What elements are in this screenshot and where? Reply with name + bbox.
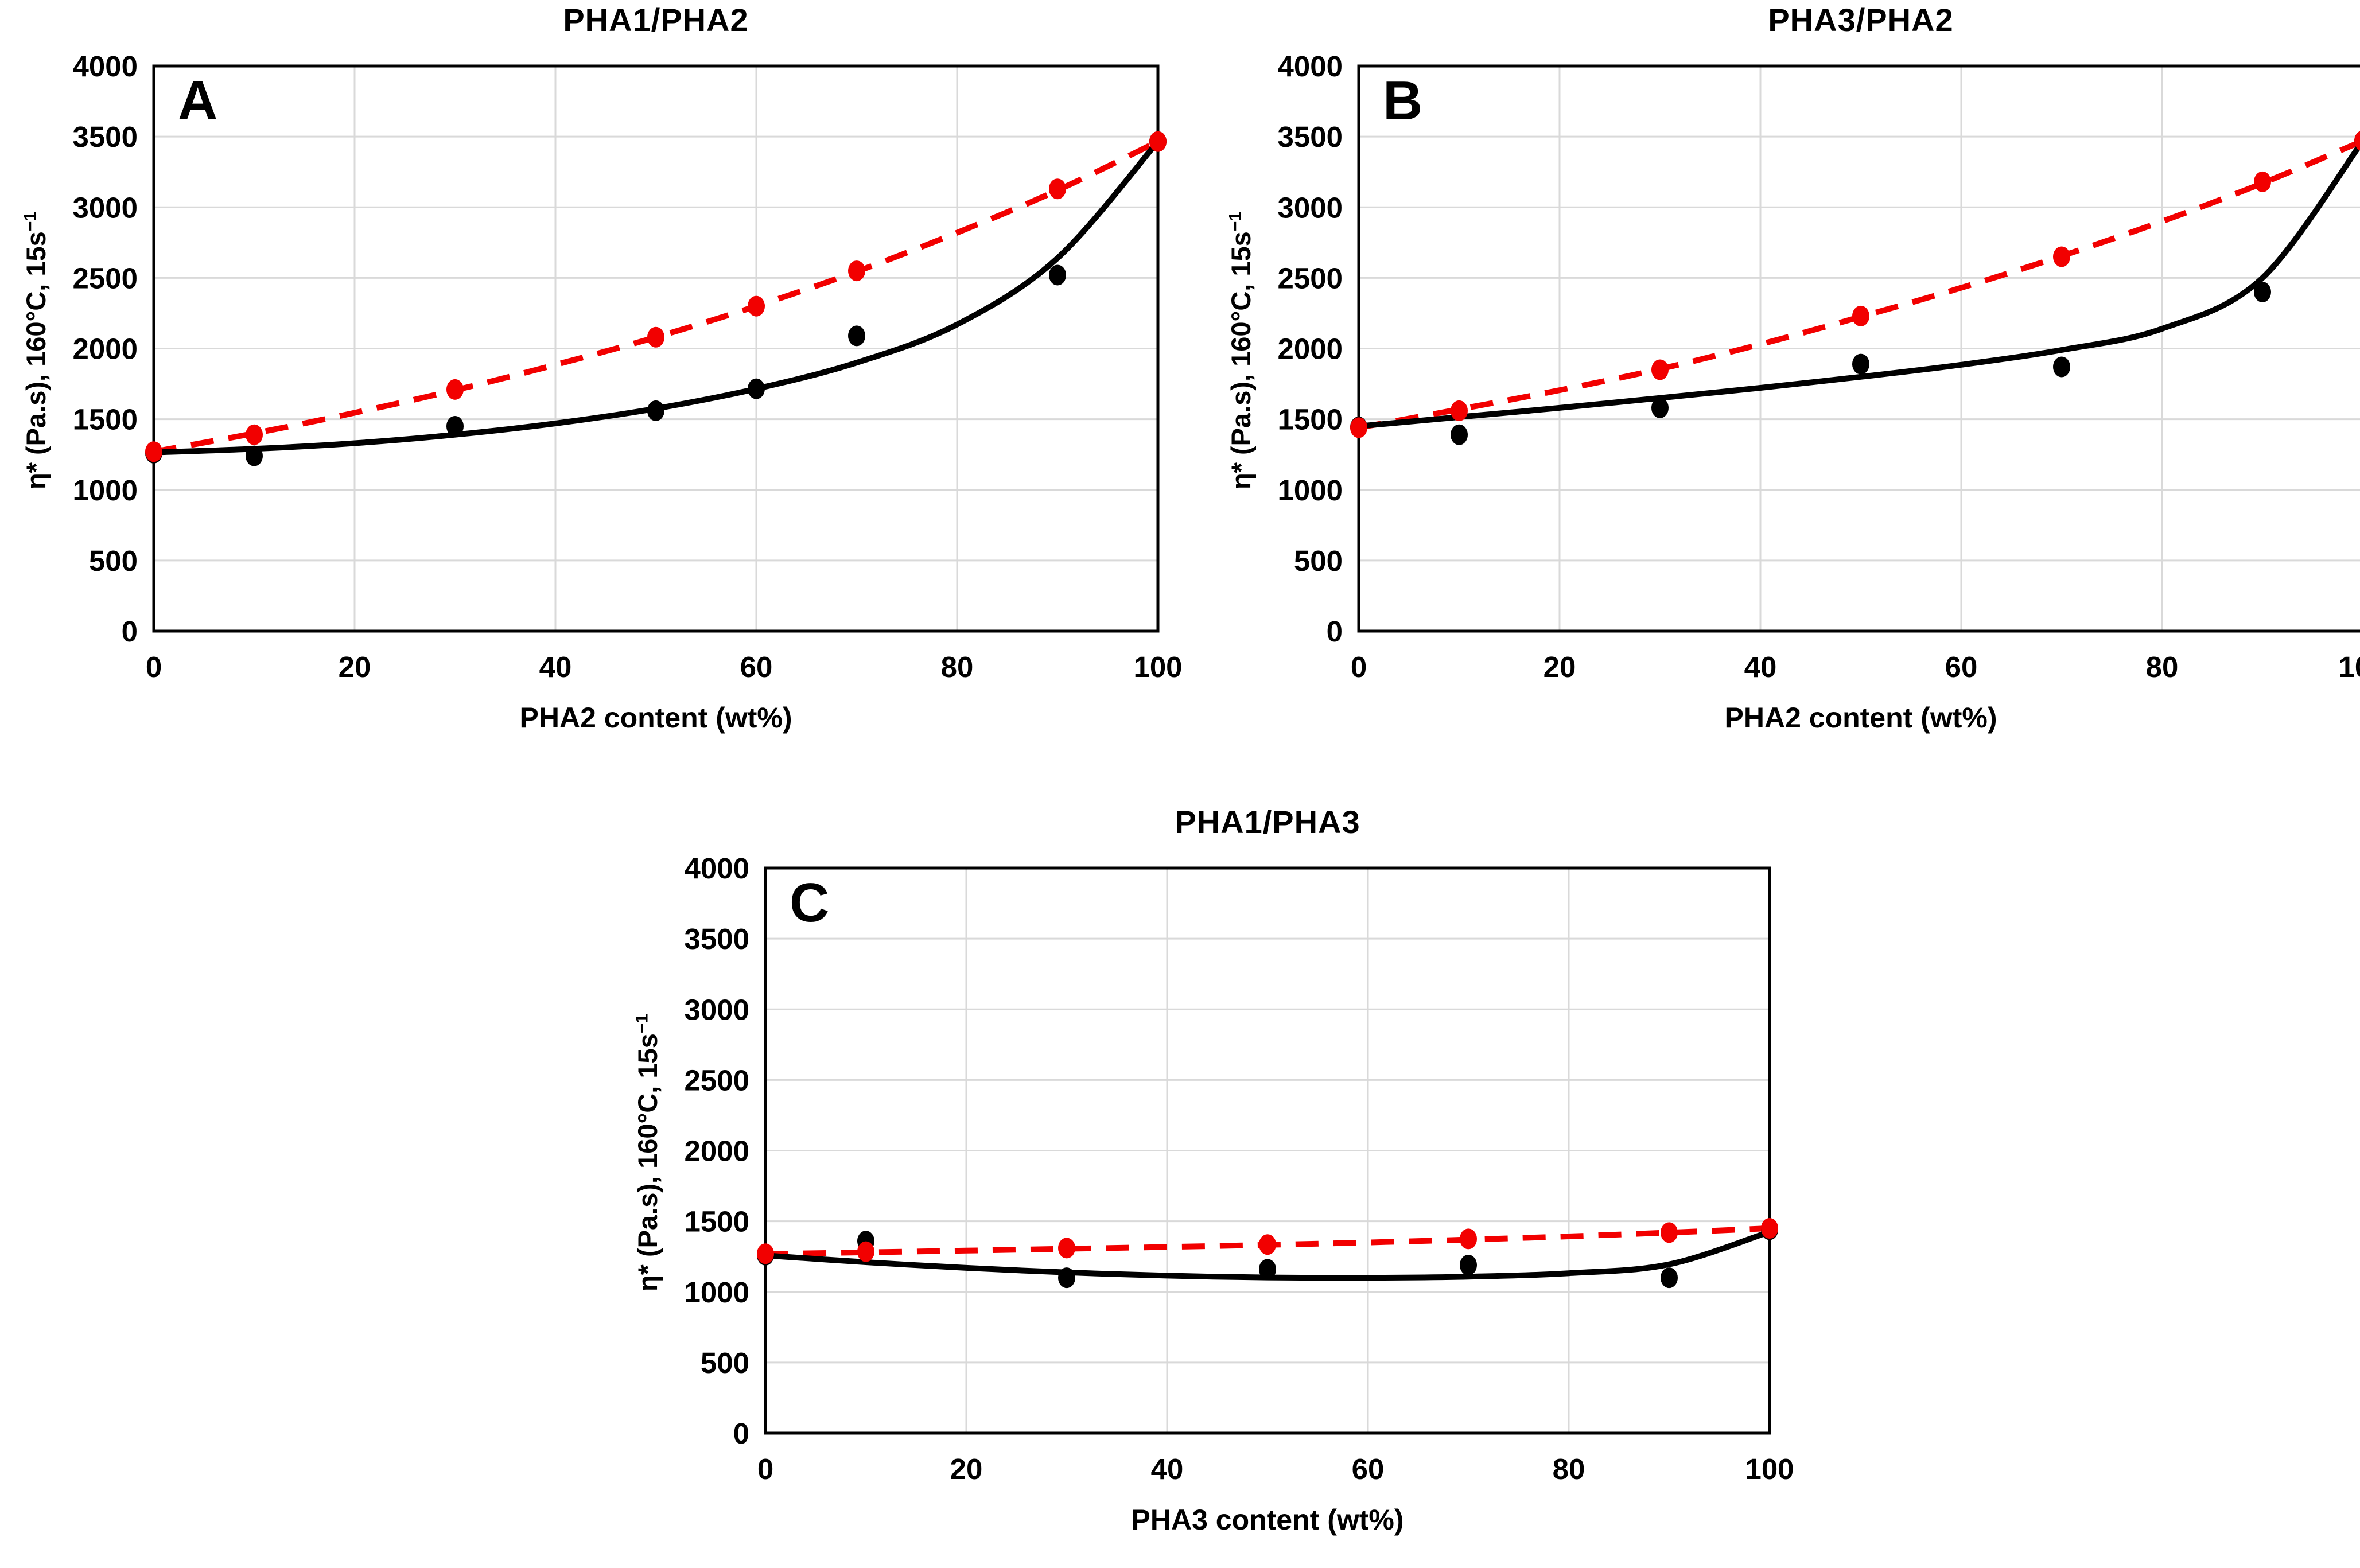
- y-tick-label: 1000: [685, 1276, 749, 1309]
- x-tick-label: 0: [757, 1453, 773, 1485]
- y-tick-label: 1500: [685, 1205, 749, 1238]
- y-tick-label: 500: [701, 1347, 749, 1379]
- y-tick-label: 4000: [73, 50, 138, 83]
- x-tick-label: 40: [1744, 651, 1777, 683]
- x-tick-label: 60: [740, 651, 773, 683]
- y-tick-label: 1000: [73, 474, 138, 507]
- y-tick-label: 2500: [1278, 262, 1343, 294]
- y-tick-label: 4000: [685, 852, 749, 885]
- y-tick-label: 3500: [1278, 120, 1343, 153]
- y-tick-label: 500: [89, 544, 138, 577]
- chart-panel-a: PHA1/PHA2 η* (Pa.s), 160°C, 15s−1 0 500 10…: [21, 0, 1187, 766]
- y-tick-label: 0: [1327, 615, 1343, 648]
- y-tick-label: 1500: [73, 403, 138, 436]
- x-tick-label: 80: [2146, 651, 2179, 683]
- x-tick-label: 20: [1543, 651, 1576, 683]
- y-tick-label: 3500: [685, 923, 749, 955]
- y-tick-label: 3000: [1278, 191, 1343, 224]
- chart-title: PHA3/PHA2: [1768, 2, 1954, 38]
- x-tick-label: 20: [950, 1453, 983, 1485]
- x-tick-label: 0: [1351, 651, 1367, 683]
- y-tick-label: 1500: [1278, 403, 1343, 436]
- plot-area: 0 500 1000 1500 2000 2500 3000 3500 4000 0 20 40 60 8…: [685, 852, 1794, 1485]
- x-tick-label: 40: [1151, 1453, 1184, 1485]
- x-tick-label: 0: [146, 651, 162, 683]
- x-tick-label: 100: [2338, 651, 2360, 683]
- y-tick-label: 3000: [73, 191, 138, 224]
- y-tick-label: 3500: [73, 120, 138, 153]
- x-axis-title: PHA2 content (wt%): [1724, 702, 1997, 734]
- x-tick-label: 20: [339, 651, 371, 683]
- plot-area: 0 500 1000 1500 2000 2500 3000 3500 4000 0 20 40 60 8…: [73, 50, 1183, 683]
- x-tick-label: 40: [539, 651, 572, 683]
- y-tick-label: 0: [733, 1417, 749, 1450]
- x-tick-label: 60: [1352, 1453, 1385, 1485]
- y-tick-label: 2000: [685, 1135, 749, 1168]
- x-tick-label: 100: [1745, 1453, 1794, 1485]
- y-tick-label: 500: [1294, 544, 1343, 577]
- y-tick-label: 2000: [73, 333, 138, 365]
- y-tick-label: 0: [122, 615, 138, 648]
- y-tick-label: 2500: [685, 1064, 749, 1096]
- y-tick-label: 3000: [685, 993, 749, 1026]
- plot-area: 0 500 1000 1500 2000 2500 3000 3500 4000 0 20 40 60 8…: [1278, 50, 2360, 683]
- x-tick-label: 60: [1945, 651, 1978, 683]
- x-axis-title: PHA3 content (wt%): [1131, 1504, 1404, 1536]
- y-tick-label: 2500: [73, 262, 138, 294]
- x-tick-label: 80: [941, 651, 974, 683]
- x-tick-label: 100: [1133, 651, 1182, 683]
- y-tick-label: 2000: [1278, 333, 1343, 365]
- panel-letter: B: [1383, 70, 1423, 131]
- chart-title: PHA1/PHA3: [1175, 804, 1360, 840]
- panel-letter: C: [790, 872, 830, 933]
- chart-title: PHA1/PHA2: [563, 2, 749, 38]
- chart-panel-c: PHA1/PHA3 η* (Pa.s), 160°C, 15s−1 0 500 10…: [632, 802, 1798, 1568]
- y-tick-label: 1000: [1278, 474, 1343, 507]
- y-tick-label: 4000: [1278, 50, 1343, 83]
- panel-letter: A: [178, 70, 218, 131]
- chart-panel-b: PHA3/PHA2 η* (Pa.s), 160°C, 15s−1 0 500 10…: [1226, 0, 2360, 766]
- x-axis-title: PHA2 content (wt%): [519, 702, 792, 734]
- x-tick-label: 80: [1553, 1453, 1585, 1485]
